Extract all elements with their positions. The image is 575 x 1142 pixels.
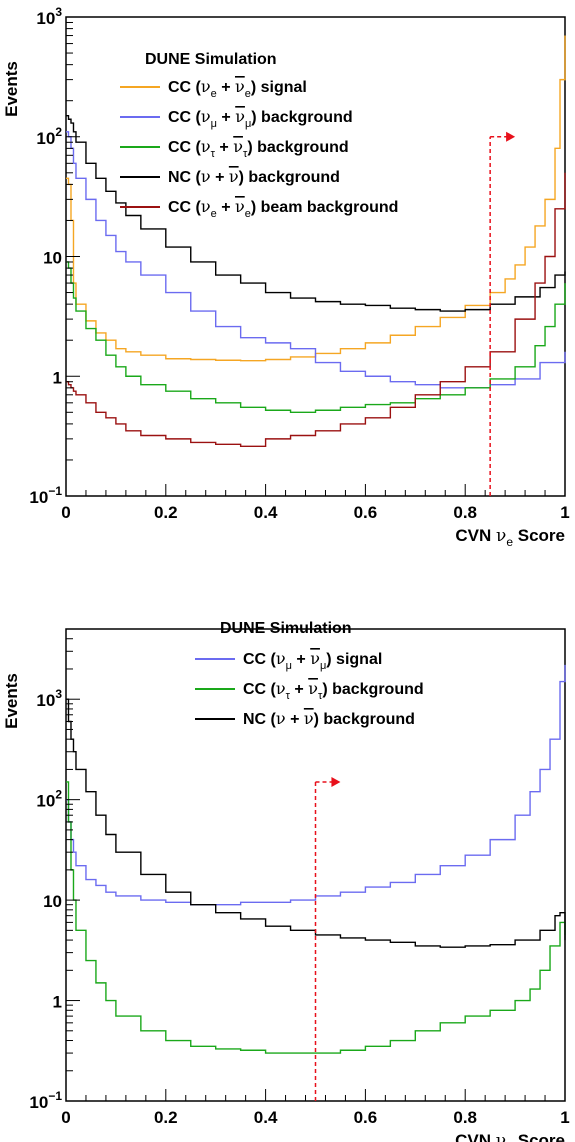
chart-svg: 0 0.2 0.4 0.6 0.8 1 10−1 1 10 102 103 Events CVN νe …: [2, 5, 570, 549]
series-line-0: [66, 35, 566, 362]
x-tick-label: 1: [560, 1108, 569, 1127]
x-tick-label: 0.2: [154, 503, 178, 522]
legend-entry: CC (νe + νe) beam background: [168, 197, 398, 220]
legend-entry: CC (νe + νe) signal: [168, 77, 307, 100]
x-axis-label: CVN νe Score: [455, 526, 565, 549]
legend-entry: CC (ντ + ντ) background: [243, 679, 424, 702]
series-line-1: [66, 781, 566, 1054]
y-tick-label: 10−1: [29, 1089, 62, 1112]
x-axis-label: CVN νμ Score: [455, 1131, 565, 1142]
chart-panel-bottom: 0 0.2 0.4 0.6 0.8 1 10−1 1 10 102 103 Events CVN νμ …: [0, 571, 575, 1142]
y-axis-label: Events: [2, 61, 21, 117]
y-tick-label: 1: [53, 368, 62, 387]
series-line-0: [66, 664, 566, 906]
simulation-annotation: DUNE Simulation: [220, 620, 352, 637]
series-line-4: [66, 172, 566, 448]
y-tick-label: 103: [36, 687, 62, 710]
y-tick-label: 102: [36, 125, 62, 148]
series-line-2: [66, 261, 566, 413]
legend-entry: NC (ν + ν) background: [243, 709, 415, 728]
y-tick-label: 102: [36, 788, 62, 811]
y-tick-label: 10: [43, 892, 62, 911]
y-tick-label: 10−1: [29, 484, 62, 507]
x-tick-label: 0: [61, 1108, 70, 1127]
x-tick-label: 0.8: [453, 1108, 477, 1127]
x-tick-label: 1: [560, 503, 569, 522]
y-tick-label: 10: [43, 249, 62, 268]
x-tick-label: 0.6: [354, 1108, 378, 1127]
y-tick-label: 1: [53, 993, 62, 1012]
chart-panel-top: 0 0.2 0.4 0.6 0.8 1 10−1 1 10 102 103 Events CVN νe …: [2, 5, 570, 549]
cut-arrow-head: [506, 131, 516, 142]
series-line-1: [66, 131, 566, 389]
x-tick-label: 0.6: [354, 503, 378, 522]
chart-svg: 0 0.2 0.4 0.6 0.8 1 10−1 1 10 102 103 Events CVN νμ …: [2, 620, 570, 1142]
legend-entry: CC (νμ + νμ) signal: [243, 649, 382, 672]
legend-entry: CC (ντ + ντ) background: [168, 137, 349, 160]
y-axis-label: Events: [2, 673, 21, 729]
x-tick-label: 0: [61, 503, 70, 522]
cut-arrow-head: [331, 776, 341, 787]
series-line-2: [66, 698, 566, 948]
legend-entry: NC (ν + ν) background: [168, 167, 340, 186]
legend-entry: CC (νμ + νμ) background: [168, 107, 353, 130]
x-tick-label: 0.2: [154, 1108, 178, 1127]
x-tick-label: 0.4: [254, 503, 278, 522]
x-tick-label: 0.8: [453, 503, 477, 522]
simulation-annotation: DUNE Simulation: [145, 51, 277, 68]
series-line-3: [66, 114, 566, 312]
y-tick-label: 103: [36, 5, 62, 28]
x-tick-label: 0.4: [254, 1108, 278, 1127]
